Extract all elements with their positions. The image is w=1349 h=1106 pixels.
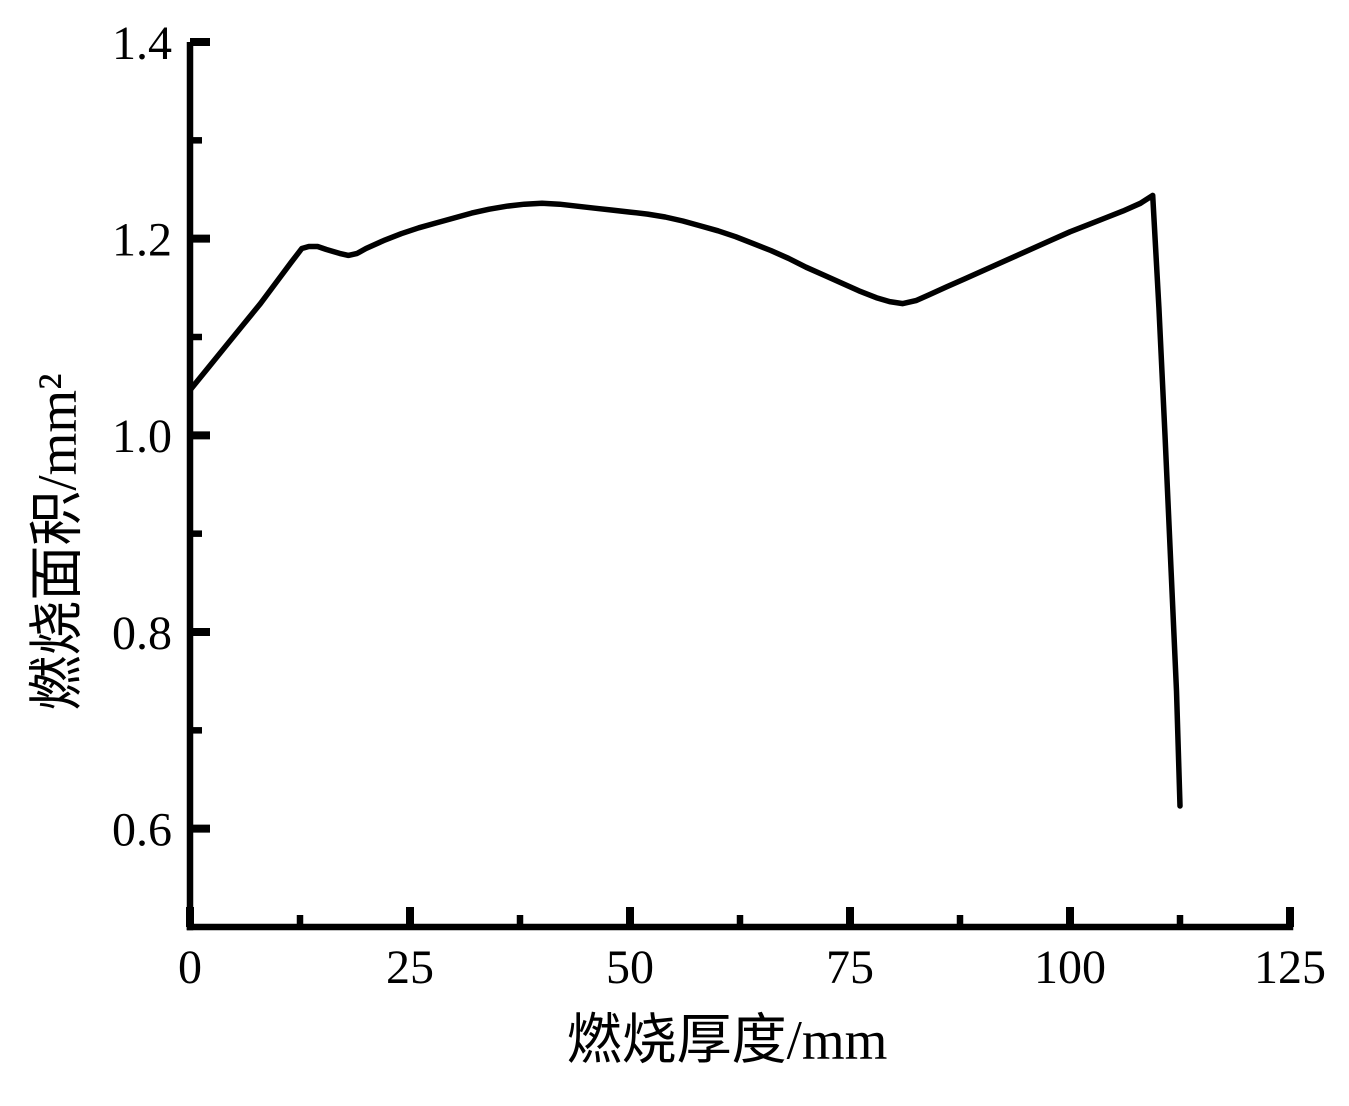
- y-tick-label: 1.2: [112, 213, 172, 266]
- x-tick-label: 125: [1254, 941, 1326, 994]
- x-tick-label: 25: [386, 941, 434, 994]
- x-axis-label: 燃烧厚度/mm: [566, 1009, 888, 1071]
- x-tick-label: 50: [606, 941, 654, 994]
- y-tick-label: 0.6: [112, 803, 172, 856]
- y-tick-label: 1.4: [112, 17, 172, 70]
- y-tick-label: 1.0: [112, 410, 172, 463]
- x-tick-label: 0: [178, 941, 202, 994]
- x-tick-label: 75: [826, 941, 874, 994]
- y-axis-label: 燃烧面积/mm²: [26, 373, 88, 711]
- data-series-line: [187, 192, 1183, 809]
- x-tick-label: 100: [1034, 941, 1106, 994]
- y-tick-label: 0.8: [112, 607, 172, 660]
